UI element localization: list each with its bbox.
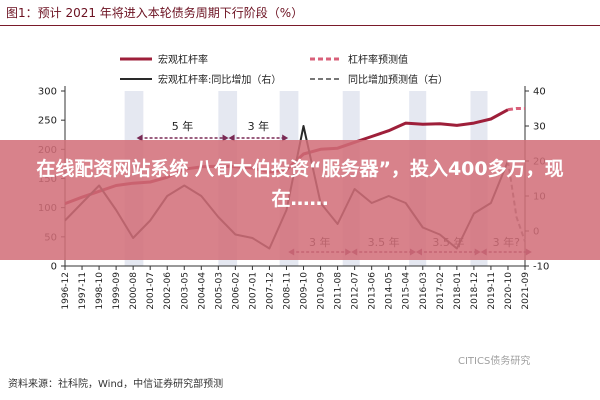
x-tick-label: 2011-08 [334, 272, 344, 310]
x-tick-label: 2002-06 [163, 272, 173, 310]
x-tick-label: 2000-08 [129, 272, 139, 310]
y-right-tick-label: 30 [533, 122, 546, 133]
y-right-tick-label: -10 [533, 262, 549, 273]
article-headline-overlay[interactable]: 在线配资网站系统 八旬大伯投资“服务器”，投入400多万，现在…… [0, 140, 600, 260]
x-tick-label: 2020-10 [504, 272, 514, 310]
x-tick-label: 2005-03 [214, 272, 224, 310]
x-tick-label: 2009-10 [300, 272, 310, 310]
x-tick-label: 2018-12 [470, 272, 480, 310]
x-tick-label: 2003-05 [180, 272, 190, 310]
x-tick-label: 2014-05 [385, 272, 395, 310]
cycle-arrow-head-right [222, 134, 229, 142]
x-tick-label: 2017-02 [436, 272, 446, 310]
legend: 宏观杠杆率 宏观杠杆率:同比增加（右） 杠杆率预测值 同比增加预测值（右） [120, 53, 448, 86]
cycle-duration-label: 5 年 [172, 119, 194, 133]
x-tick-label: 2007-01 [248, 272, 258, 310]
article-headline[interactable]: 在线配资网站系统 八旬大伯投资“服务器”，投入400多万，现在…… [36, 158, 564, 210]
x-tick-label: 2001-07 [146, 272, 156, 310]
legend-label-leverage: 宏观杠杆率 [158, 53, 208, 66]
x-tick-label: 2008-11 [282, 272, 292, 310]
title-bar: 图1：预计 2021 年将进入本轮债务周期下行阶段（%） [0, 0, 600, 26]
cycle-arrow-head-left [136, 134, 143, 142]
legend-label-yoy: 宏观杠杆率:同比增加（右） [158, 73, 281, 86]
source-note: 资料来源：社科院，Wind，中信证券研究部预测 [8, 379, 224, 390]
x-tick-label: 2012-07 [351, 272, 361, 310]
x-tick-label: 2015-04 [402, 272, 412, 310]
legend-label-yoy-forecast: 同比增加预测值（右） [348, 73, 448, 86]
y-right-tick-label: 40 [533, 87, 546, 98]
x-tick-label: 2007-12 [265, 272, 275, 310]
x-tick-label: 1996-12 [61, 272, 71, 310]
series-leverage-forecast-line [507, 107, 525, 112]
x-tick-label: 2010-09 [317, 272, 327, 310]
y-left-tick-label: 250 [38, 116, 57, 127]
legend-label-leverage-forecast: 杠杆率预测值 [348, 53, 408, 66]
cycle-arrow-head-left [228, 134, 235, 142]
x-tick-label: 2016-03 [419, 272, 429, 310]
x-tick-label: 1999-09 [112, 272, 122, 310]
y-left-tick-label: 300 [38, 87, 57, 98]
x-tick-label: 2021-09 [521, 272, 531, 310]
cycle-arrow-head-right [282, 134, 289, 142]
x-tick-label: 1998-10 [95, 272, 105, 310]
x-tick-label: 1997-11 [78, 272, 88, 310]
title-rule [0, 25, 600, 26]
figure-title: 图1：预计 2021 年将进入本轮债务周期下行阶段（%） [6, 6, 304, 20]
watermark: CITICS债务研究 [458, 356, 531, 367]
x-tick-label: 2013-06 [368, 272, 378, 310]
x-tick-label: 2004-04 [197, 272, 207, 310]
x-tick-label: 2006-02 [231, 272, 241, 310]
cycle-duration-label: 3 年 [248, 119, 270, 133]
x-tick-label: 2019-11 [487, 272, 497, 310]
x-tick-label: 2018-01 [453, 272, 463, 310]
y-left-tick-label: 0 [51, 262, 57, 273]
